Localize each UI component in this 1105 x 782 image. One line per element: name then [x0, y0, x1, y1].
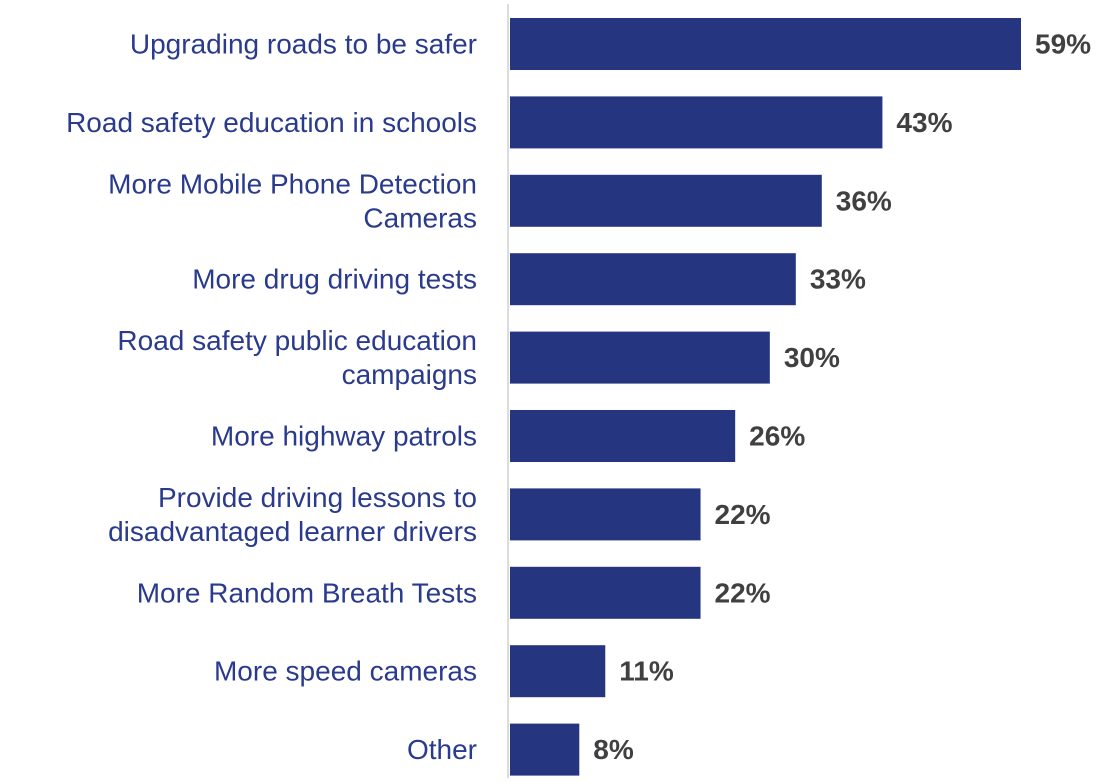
value-label: 43% [896, 107, 952, 138]
bar [510, 18, 1021, 70]
category-label: More speed cameras [214, 656, 477, 687]
category-labels: Upgrading roads to be safer Road safety e… [66, 29, 477, 766]
value-label: 30% [784, 342, 840, 373]
bars [510, 18, 1021, 776]
category-label: Cameras [363, 202, 477, 233]
category-label: disadvantaged learner drivers [108, 516, 477, 547]
category-label: Road safety public education [117, 325, 477, 356]
category-label: campaigns [342, 359, 477, 390]
bar [510, 645, 606, 698]
value-labels: 59% 43% 36% 33% 30% 26% 22% 22% 11% 8% [593, 29, 1091, 766]
category-label: More drug driving tests [192, 264, 477, 295]
category-label: Upgrading roads to be safer [130, 29, 477, 60]
value-label: 33% [810, 264, 866, 295]
bar [510, 410, 736, 462]
bar [510, 566, 701, 619]
value-label: 11% [619, 656, 674, 687]
bar [510, 723, 580, 776]
category-label: More highway patrols [211, 421, 477, 452]
category-label: More Mobile Phone Detection [108, 168, 477, 199]
bar [510, 253, 796, 306]
category-label: More Random Breath Tests [137, 577, 477, 608]
value-label: 36% [836, 185, 892, 216]
value-label: 59% [1035, 29, 1091, 60]
value-label: 26% [749, 421, 805, 452]
bar [510, 488, 701, 541]
category-label: Road safety education in schools [66, 107, 477, 138]
category-label: Provide driving lessons to [158, 482, 477, 513]
bar [510, 96, 883, 149]
bar [510, 174, 822, 227]
value-label: 8% [593, 734, 634, 765]
value-label: 22% [715, 577, 771, 608]
bar [510, 331, 770, 384]
category-label: Other [407, 734, 477, 765]
value-label: 22% [715, 499, 771, 530]
